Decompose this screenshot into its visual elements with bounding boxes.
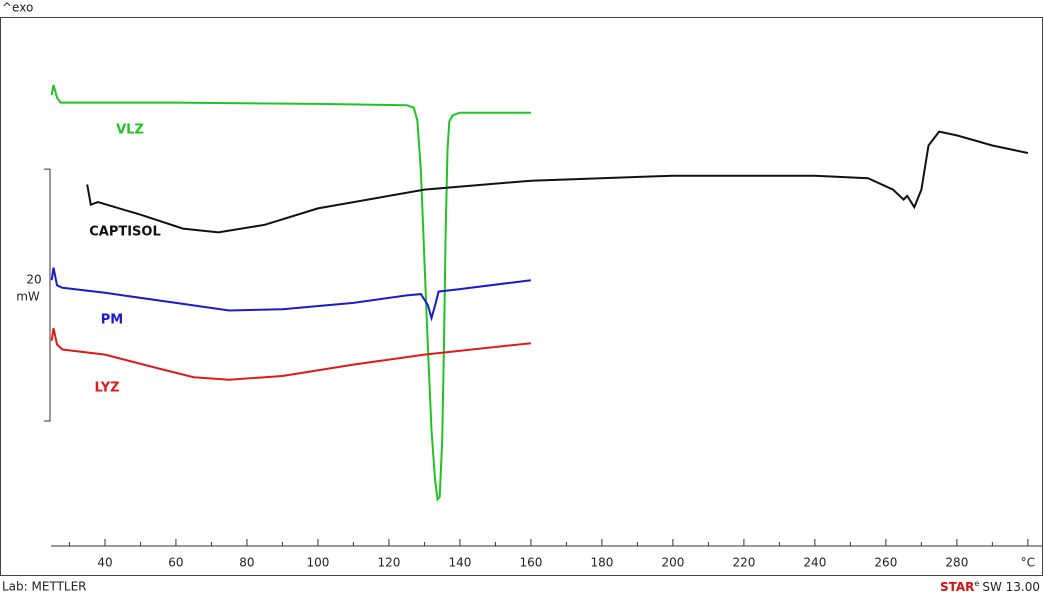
scale-unit: mW	[16, 290, 40, 304]
software-label: STARe SW 13.00	[940, 579, 1040, 594]
x-tick-label: 200	[661, 556, 684, 570]
y-label: ^exo	[2, 1, 33, 15]
series-label: VLZ	[116, 123, 144, 138]
x-tick-label: 120	[377, 556, 400, 570]
series-line	[50, 84, 531, 502]
x-tick-label: 80	[239, 556, 254, 570]
version: SW 13.00	[982, 580, 1040, 594]
scale-bar	[44, 168, 51, 422]
x-tick-label: 280	[945, 556, 968, 570]
series-line	[86, 130, 1029, 234]
x-tick-label: 60	[168, 556, 183, 570]
series-label: CAPTISOL	[89, 225, 161, 240]
series-label: LYZ	[94, 381, 119, 396]
x-tick-label: 260	[874, 556, 897, 570]
frame	[0, 17, 1043, 576]
x-tick-label: 240	[803, 556, 826, 570]
series-label: PM	[101, 313, 123, 328]
x-tick-label: 180	[590, 556, 613, 570]
x-tick-label: 100	[306, 556, 329, 570]
x-tick-label: 140	[448, 556, 471, 570]
series-line	[50, 327, 532, 381]
brand: STAR	[940, 580, 974, 594]
series-line	[50, 267, 532, 322]
brand-sup: e	[974, 579, 979, 588]
scale-value: 20	[26, 273, 41, 287]
x-tick-label: 160	[519, 556, 542, 570]
x-tick-label: °C	[1021, 556, 1035, 570]
footer-left: Lab: METTLER	[2, 580, 87, 594]
x-tick-label: 220	[732, 556, 755, 570]
x-tick-label: 40	[97, 556, 112, 570]
